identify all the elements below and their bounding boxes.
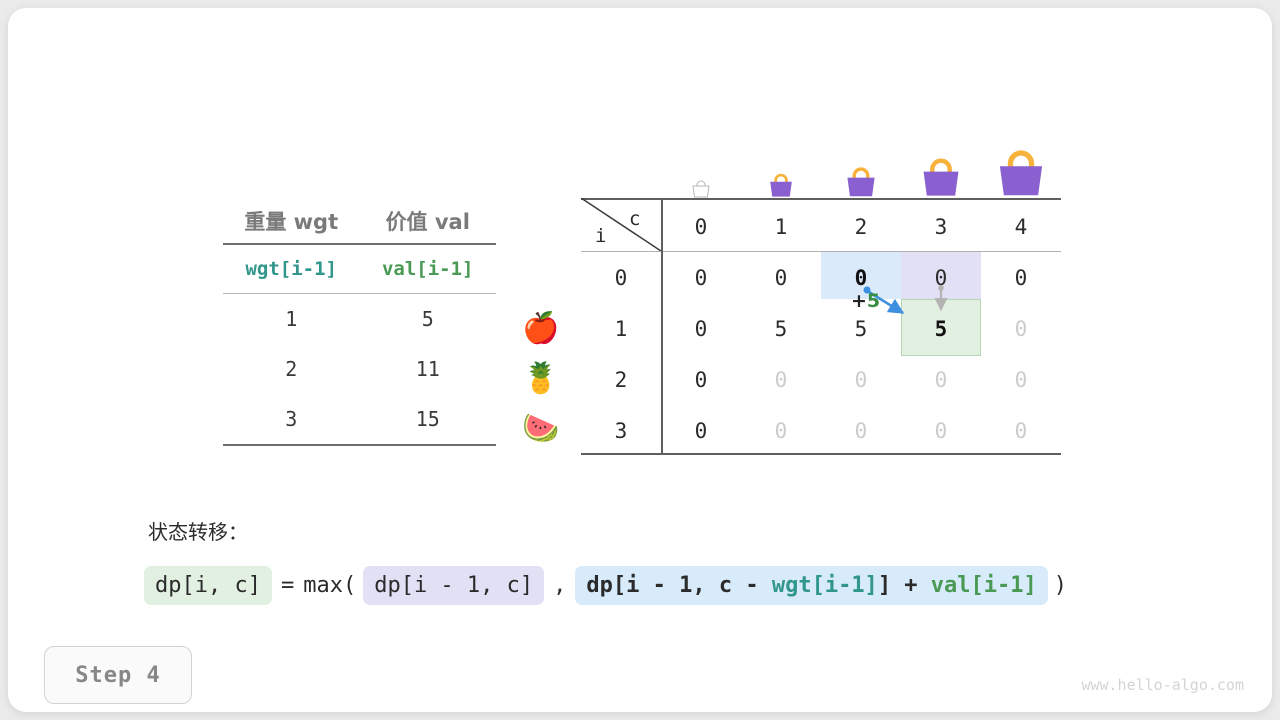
formula-equals: = xyxy=(280,573,295,598)
dp-col-header-4: 4 xyxy=(1014,215,1028,239)
formula-lhs: dp[i, c] xyxy=(144,566,272,605)
dp-cell-1-2: 5 xyxy=(854,317,868,341)
dp-cell-1-1: 5 xyxy=(774,317,788,341)
dp-cell-0-2: 0 xyxy=(854,266,868,290)
formula-arg-skip: dp[i - 1, c] xyxy=(363,566,545,605)
item-table-row: 1 5 xyxy=(223,294,496,344)
dp-row-header-0: 0 xyxy=(614,266,628,290)
watermark: www.hello-algo.com xyxy=(1081,676,1244,694)
item-wgt-value: 2 xyxy=(285,357,298,381)
formula-comma: , xyxy=(553,573,567,598)
dp-axis-label-i: i xyxy=(595,225,607,247)
item-val-value: 5 xyxy=(421,307,434,331)
bag-icon-capacity-1 xyxy=(741,171,821,198)
dp-col-header-0: 0 xyxy=(694,215,708,239)
item-val-value: 15 xyxy=(415,407,440,431)
item-table: 重量 wgt 价值 val wgt[i-1] val[i-1] 1 5 2 11… xyxy=(223,198,496,446)
dp-row-header-3: 3 xyxy=(614,419,628,443)
item-table-subheader-row: wgt[i-1] val[i-1] xyxy=(223,245,496,293)
item-table-subheader-wgt: wgt[i-1] xyxy=(245,258,337,280)
dp-cell-2-3: 0 xyxy=(934,368,948,392)
item-table-divider-bottom xyxy=(223,444,496,446)
dp-cell-0-4: 0 xyxy=(1014,266,1028,290)
annotation-plus-sign: + xyxy=(851,290,867,312)
dp-cell-0-1: 0 xyxy=(774,266,788,290)
formula-max: max( xyxy=(303,573,357,598)
fruit-column: 🍎 🍍 🍉 xyxy=(506,304,576,454)
dp-cell-3-3: 0 xyxy=(934,419,948,443)
item-table-body: 1 5 2 11 3 15 xyxy=(223,294,496,444)
dp-cell-1-3: 5 xyxy=(934,317,948,341)
item-table-divider-top xyxy=(223,243,496,245)
transition-arrows xyxy=(863,285,948,315)
highlight-cell-prev-row-reduced-capacity xyxy=(821,252,901,299)
item-wgt-value: 3 xyxy=(285,407,298,431)
annotation-added-value: 5 xyxy=(866,290,881,312)
item-table-divider-mid xyxy=(223,293,496,294)
item-table-header-val: 价值 val xyxy=(385,209,470,234)
watermelon-emoji-icon: 🍉 xyxy=(522,411,560,446)
state-transition-formula: dp[i, c] = max( dp[i - 1, c] , dp[i - 1,… xyxy=(144,566,1067,605)
dp-cell-3-4: 0 xyxy=(1014,419,1028,443)
dp-corner-diagonal-icon xyxy=(581,198,661,251)
item-wgt-value: 1 xyxy=(285,307,298,331)
state-transition-caption: 状态转移： xyxy=(148,520,248,544)
item-table-subheader-val: val[i-1] xyxy=(381,258,474,280)
dp-line-mid xyxy=(581,251,1061,252)
dp-col-header-3: 3 xyxy=(934,215,948,239)
bag-capacity-icons xyxy=(661,136,1061,198)
formula-arg-take-wgt: wgt[i-1] xyxy=(771,573,878,598)
dp-cell-2-4: 0 xyxy=(1014,368,1028,392)
arrow-source-dot-gray xyxy=(938,285,944,291)
arrow-diagonal-blue xyxy=(868,290,905,315)
dp-cell-2-2: 0 xyxy=(854,368,868,392)
dp-col-header-2: 2 xyxy=(854,215,868,239)
item-table-header-wgt: 重量 wgt xyxy=(244,209,339,234)
dp-cell-0-3: 0 xyxy=(934,266,948,290)
arrow-source-dot xyxy=(863,286,871,294)
pineapple-emoji-icon: 🍍 xyxy=(522,361,560,396)
dp-line-bottom xyxy=(581,453,1061,455)
formula-arg-take-pre: dp[i - 1, c - xyxy=(586,573,772,598)
dp-row-header-1: 1 xyxy=(614,317,628,341)
dp-axis-label-c: c xyxy=(629,208,641,230)
dp-line-vertical xyxy=(661,198,663,454)
bag-icon-capacity-4 xyxy=(981,145,1061,198)
dp-table: c i 0 1 2 3 4 0 1 2 3 0 0 0 0 0 0 5 5 5 … xyxy=(581,198,1061,455)
dp-cell-2-0: 0 xyxy=(694,368,708,392)
step-badge: Step 4 xyxy=(44,646,192,704)
item-table-row: 2 11 xyxy=(223,344,496,394)
dp-cell-3-0: 0 xyxy=(694,419,708,443)
bag-icon-capacity-0 xyxy=(661,178,741,198)
dp-cell-3-1: 0 xyxy=(774,419,788,443)
formula-arg-take-mid: ] + xyxy=(877,573,931,598)
item-val-value: 11 xyxy=(415,357,440,381)
dp-cell-3-2: 0 xyxy=(854,419,868,443)
formula-arg-take: dp[i - 1, c - wgt[i-1]] + val[i-1] xyxy=(575,566,1048,605)
dp-cell-1-4: 0 xyxy=(1014,317,1028,341)
bag-icon-capacity-2 xyxy=(821,164,901,198)
formula-close-paren: ) xyxy=(1053,573,1068,598)
apple-emoji-icon: 🍎 xyxy=(522,311,560,346)
bag-icon-capacity-3 xyxy=(901,154,981,198)
dp-cell-2-1: 0 xyxy=(774,368,788,392)
dp-col-header-1: 1 xyxy=(774,215,788,239)
slide-card: 重量 wgt 价值 val wgt[i-1] val[i-1] 1 5 2 11… xyxy=(8,8,1272,712)
dp-line-top xyxy=(581,198,1061,200)
dp-row-header-2: 2 xyxy=(614,368,628,392)
dp-cell-1-0: 0 xyxy=(694,317,708,341)
formula-arg-take-val: val[i-1] xyxy=(930,573,1037,598)
item-table-row: 3 15 xyxy=(223,394,496,444)
annotation-plus-value: +5 xyxy=(851,290,880,312)
dp-cell-0-0: 0 xyxy=(694,266,708,290)
item-table-header-row: 重量 wgt 价值 val xyxy=(223,198,496,243)
